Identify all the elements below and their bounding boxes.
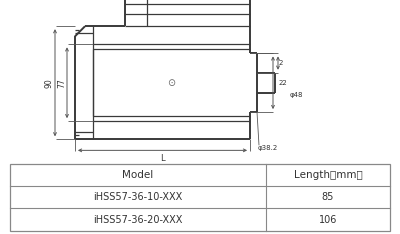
Text: Length（mm）: Length（mm） <box>294 170 362 180</box>
Text: Model: Model <box>122 170 154 180</box>
Text: 2: 2 <box>279 60 283 66</box>
Text: L: L <box>160 154 165 163</box>
Text: iHSS57-36-10-XXX: iHSS57-36-10-XXX <box>93 192 182 202</box>
Text: φ48: φ48 <box>290 92 304 98</box>
Text: 85: 85 <box>322 192 334 202</box>
Text: 106: 106 <box>319 215 337 224</box>
Text: φ38.2: φ38.2 <box>258 145 278 151</box>
Text: ⊙: ⊙ <box>168 78 176 88</box>
Text: 22: 22 <box>279 80 288 86</box>
Text: 90: 90 <box>44 78 53 88</box>
Text: 77: 77 <box>57 78 66 88</box>
Text: iHSS57-36-20-XXX: iHSS57-36-20-XXX <box>93 215 183 224</box>
